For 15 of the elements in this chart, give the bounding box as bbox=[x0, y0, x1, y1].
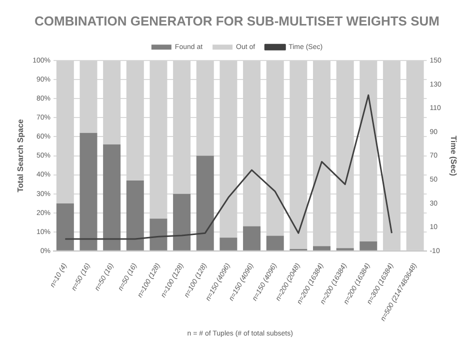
bar bbox=[150, 218, 168, 250]
bar bbox=[196, 156, 214, 250]
bar bbox=[173, 194, 191, 250]
y2-axis-title: Time (Sec) bbox=[448, 136, 458, 176]
chart-title: COMBINATION GENERATOR FOR SUB-MULTISET WEIGHTS SUM bbox=[34, 13, 440, 28]
bar bbox=[266, 236, 284, 250]
bar bbox=[313, 246, 330, 250]
bar bbox=[360, 241, 378, 250]
bar bbox=[103, 144, 121, 250]
bar bbox=[80, 132, 98, 250]
bar bbox=[220, 238, 238, 250]
bar bbox=[56, 203, 74, 250]
bar bbox=[126, 180, 144, 250]
y-axis-title: Total Search Space bbox=[16, 118, 26, 192]
bar bbox=[243, 226, 261, 250]
